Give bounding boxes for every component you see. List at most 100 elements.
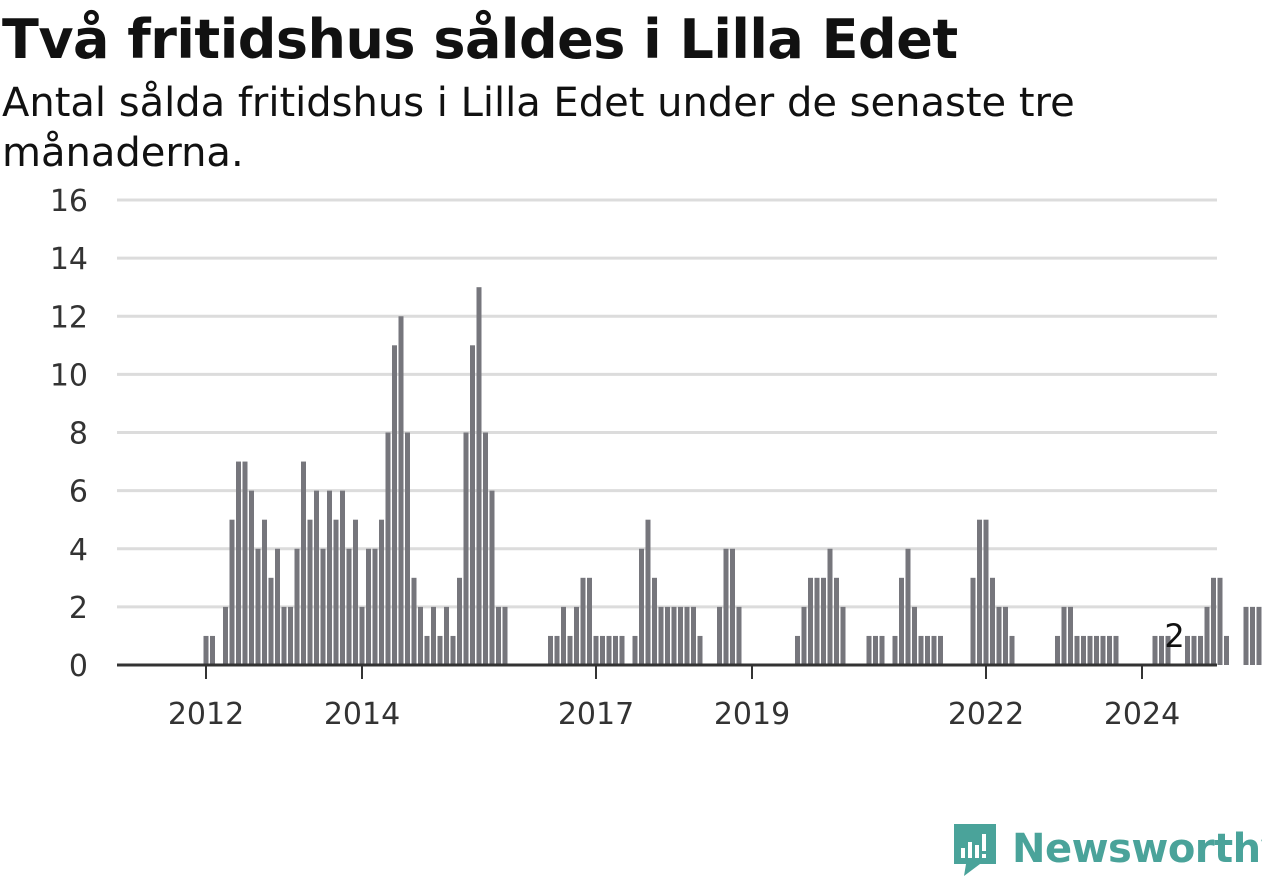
y-tick-label: 16 bbox=[50, 184, 88, 219]
bar bbox=[366, 548, 371, 665]
bar bbox=[866, 635, 872, 665]
x-tick-label: 2012 bbox=[168, 697, 244, 732]
bar bbox=[379, 519, 384, 665]
bar bbox=[691, 606, 696, 665]
bar bbox=[470, 345, 475, 665]
bar bbox=[892, 635, 898, 665]
bar bbox=[814, 577, 820, 665]
bar bbox=[1087, 635, 1093, 665]
bar bbox=[671, 606, 677, 665]
bar bbox=[1191, 635, 1197, 665]
y-tick-label: 14 bbox=[50, 242, 88, 277]
y-tick-label: 0 bbox=[69, 649, 88, 684]
newsworthy-logo: Newsworthy bbox=[950, 820, 1262, 878]
bar bbox=[658, 606, 664, 665]
bar bbox=[808, 577, 813, 665]
bar bbox=[340, 490, 345, 665]
bar bbox=[567, 635, 573, 665]
bar bbox=[1152, 635, 1158, 665]
y-tick-label: 8 bbox=[69, 417, 88, 452]
bar bbox=[1061, 606, 1067, 665]
x-tick-label: 2022 bbox=[948, 697, 1024, 732]
bar bbox=[236, 461, 241, 665]
x-tick-label: 2024 bbox=[1104, 697, 1180, 732]
bar bbox=[1074, 635, 1080, 665]
bar bbox=[1159, 635, 1164, 665]
bar bbox=[652, 577, 657, 665]
bar bbox=[801, 606, 807, 665]
bar bbox=[580, 577, 586, 665]
bar bbox=[548, 635, 553, 665]
bar bbox=[665, 606, 670, 665]
bar bbox=[1204, 606, 1210, 665]
bar bbox=[970, 577, 976, 665]
bar bbox=[411, 577, 417, 665]
bar bbox=[613, 635, 618, 665]
bar bbox=[1081, 635, 1086, 665]
bar bbox=[489, 490, 495, 665]
bar bbox=[834, 577, 839, 665]
bar bbox=[502, 606, 508, 665]
y-tick-label: 4 bbox=[69, 533, 88, 568]
bar bbox=[1107, 635, 1112, 665]
bar bbox=[392, 345, 397, 665]
bar bbox=[242, 461, 248, 665]
bar bbox=[450, 635, 456, 665]
bar bbox=[899, 577, 904, 665]
bar bbox=[249, 490, 254, 665]
bar bbox=[457, 577, 462, 665]
bar bbox=[1198, 635, 1203, 665]
bar bbox=[821, 577, 826, 665]
bar bbox=[619, 635, 625, 665]
bar bbox=[288, 606, 293, 665]
data-label: 2 bbox=[1164, 617, 1184, 655]
bar bbox=[359, 606, 365, 665]
bar bbox=[678, 606, 683, 665]
bar bbox=[873, 635, 878, 665]
bar bbox=[684, 606, 690, 665]
bar bbox=[938, 635, 943, 665]
bar bbox=[268, 577, 274, 665]
bar bbox=[736, 606, 742, 665]
bar bbox=[1256, 606, 1262, 665]
x-tick-label: 2019 bbox=[714, 697, 790, 732]
bar bbox=[294, 548, 300, 665]
bar bbox=[554, 635, 560, 665]
bar bbox=[463, 432, 469, 665]
bar bbox=[483, 432, 488, 665]
bar bbox=[639, 548, 644, 665]
bar bbox=[307, 519, 313, 665]
bar bbox=[424, 635, 430, 665]
chart-title: Två fritidshus såldes i Lilla Edet bbox=[2, 8, 958, 71]
bar bbox=[301, 461, 306, 665]
bar bbox=[574, 606, 579, 665]
bar bbox=[203, 635, 209, 665]
bar bbox=[996, 606, 1002, 665]
bar bbox=[697, 635, 703, 665]
bar bbox=[346, 548, 352, 665]
bar bbox=[1243, 606, 1249, 665]
y-tick-label: 10 bbox=[50, 358, 88, 393]
bar bbox=[931, 635, 937, 665]
bar bbox=[1224, 635, 1229, 665]
bar bbox=[333, 519, 339, 665]
bar bbox=[1211, 577, 1216, 665]
bar bbox=[210, 635, 215, 665]
bar bbox=[229, 519, 235, 665]
bar bbox=[385, 432, 391, 665]
bar bbox=[476, 287, 482, 665]
bar bbox=[1165, 635, 1171, 665]
bar bbox=[223, 606, 228, 665]
bar bbox=[561, 606, 566, 665]
bar bbox=[444, 606, 449, 665]
bar bbox=[827, 548, 833, 665]
bar bbox=[1055, 635, 1060, 665]
bar bbox=[1003, 606, 1008, 665]
bar bbox=[1250, 606, 1255, 665]
bar bbox=[645, 519, 651, 665]
bar bbox=[398, 316, 404, 665]
bar bbox=[1068, 606, 1073, 665]
bar bbox=[600, 635, 605, 665]
bar bbox=[795, 635, 800, 665]
